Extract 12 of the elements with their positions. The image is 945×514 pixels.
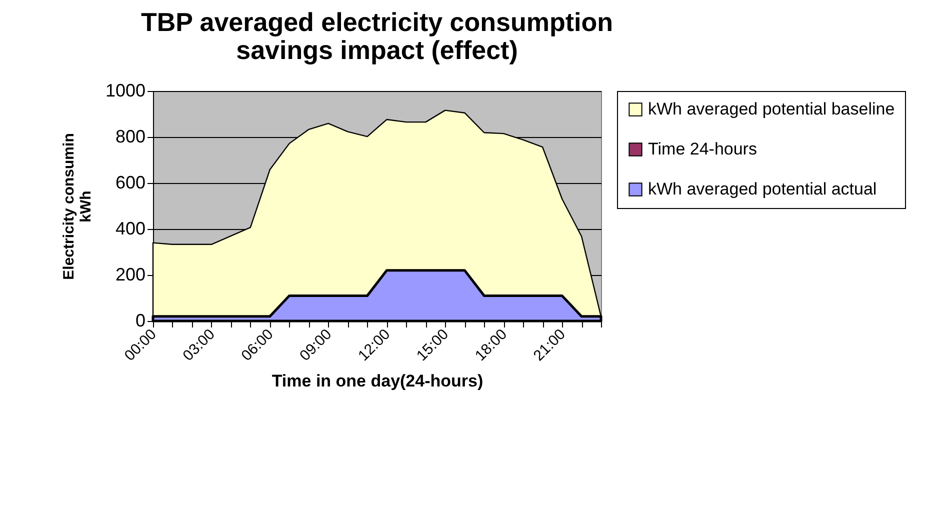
chart-title: TBP averaged electricity consumption savings impact (effect): [141, 7, 613, 65]
y-tick-label: 200: [115, 264, 146, 284]
y-tick-label: 600: [115, 172, 146, 192]
y-axis-title: Electricity consumin kWh: [60, 133, 94, 280]
legend-label: Time 24-hours: [648, 140, 757, 158]
legend-label: kWh averaged potential baseline: [648, 100, 895, 118]
legend-label: kWh averaged potential actual: [648, 180, 877, 198]
x-axis-title: Time in one day(24-hours): [272, 372, 484, 391]
y-tick-label: 400: [115, 218, 146, 238]
y-tick-label: 1000: [105, 80, 146, 100]
y-tick-label: 0: [135, 310, 146, 330]
y-tick-label: 800: [115, 126, 146, 146]
